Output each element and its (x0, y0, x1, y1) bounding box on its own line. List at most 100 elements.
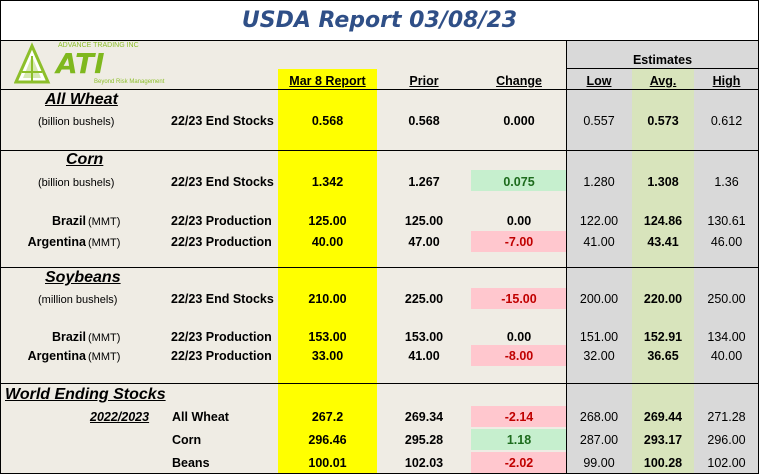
high-value: 1.36 (714, 175, 739, 189)
change-value: -2.02 (504, 456, 534, 470)
section-title-world: World Ending Stocks (5, 386, 166, 403)
change-highlight-negative (471, 406, 567, 427)
avg-value: 0.573 (647, 114, 679, 128)
report-value: 100.01 (308, 456, 347, 470)
high-value: 102.00 (707, 456, 746, 470)
change-value: -2.14 (504, 410, 534, 424)
row-label: Corn (172, 433, 202, 447)
change-value: 0.075 (503, 175, 535, 189)
prior-value: 269.34 (404, 410, 444, 424)
high-value: 130.61 (707, 214, 746, 228)
border-line (566, 41, 567, 474)
low-value: 268.00 (579, 410, 619, 424)
row-label: 22/23 End Stocks (171, 292, 274, 306)
high-value: 0.612 (710, 114, 743, 128)
avg-value: 293.17 (643, 433, 683, 447)
unit-label: (MMT) (88, 237, 121, 249)
report-value: 267.2 (311, 410, 344, 424)
change-value: 0.00 (506, 214, 532, 228)
country-label: Argentina (27, 235, 86, 249)
avg-column-fill (632, 69, 694, 474)
row-label: Beans (172, 456, 210, 470)
high-header: High (712, 74, 741, 88)
change-value: 0.00 (506, 330, 532, 344)
avg-value: 152.91 (643, 330, 683, 344)
low-value: 200.00 (579, 292, 619, 306)
unit-label: (MMT) (88, 332, 121, 344)
border-line (0, 40, 759, 41)
low-header: Low (586, 74, 612, 88)
unit-label: (billion bushels) (38, 177, 115, 189)
avg-value: 220.00 (643, 292, 683, 306)
change-highlight-negative (471, 345, 567, 366)
marketing-year-label: 2022/2023 (90, 410, 150, 424)
row-label: 22/23 Production (171, 330, 272, 344)
low-value: 151.00 (579, 330, 619, 344)
high-value: 250.00 (707, 292, 746, 306)
border-line (566, 68, 759, 69)
page-title: USDA Report 03/08/23 (241, 8, 518, 33)
border-line (0, 267, 759, 268)
change-highlight-negative (471, 288, 567, 309)
border-line (0, 89, 759, 90)
avg-value: 43.41 (647, 235, 679, 249)
row-label: 22/23 End Stocks (171, 175, 274, 189)
low-value: 41.00 (583, 235, 615, 249)
low-value: 0.557 (583, 114, 615, 128)
change-highlight-negative (471, 452, 567, 474)
high-value: 134.00 (707, 330, 746, 344)
report-value: 33.00 (311, 349, 344, 363)
prior-value: 225.00 (404, 292, 444, 306)
report-value: 153.00 (308, 330, 347, 344)
row-label: 22/23 Production (171, 214, 272, 228)
high-value: 271.28 (707, 410, 746, 424)
report-value: 210.00 (308, 292, 347, 306)
prior-value: 41.00 (408, 349, 440, 363)
row-label: 22/23 End Stocks (171, 114, 274, 128)
prior-value: 102.03 (404, 456, 444, 470)
logo-text: ATI (56, 47, 105, 80)
country-label: Argentina (27, 349, 86, 363)
title-bar (0, 0, 759, 41)
report-value: 125.00 (308, 214, 347, 228)
change-value: -8.00 (504, 349, 534, 363)
high-value: 40.00 (710, 349, 743, 363)
logo-small-top: ADVANCE TRADING INC (58, 42, 139, 49)
change-value: 0.000 (503, 114, 535, 128)
avg-value: 100.28 (643, 456, 683, 470)
change-highlight-positive (471, 429, 567, 450)
border-line (0, 0, 1, 474)
row-label: All Wheat (172, 410, 229, 424)
section-title-soybeans: Soybeans (45, 269, 121, 286)
change-value: -15.00 (501, 292, 537, 306)
low-value: 1.280 (583, 175, 615, 189)
row-label: 22/23 Production (171, 349, 272, 363)
border-line (0, 383, 759, 384)
border-line (0, 150, 759, 151)
section-title-corn: Corn (66, 151, 104, 168)
change-value: 1.18 (506, 433, 532, 447)
estimates-header: Estimates (632, 53, 693, 67)
avg-value: 36.65 (647, 349, 679, 363)
prior-header: Prior (409, 74, 439, 88)
unit-label: (MMT) (88, 351, 121, 363)
country-label: Brazil (51, 330, 86, 344)
avg-value: 269.44 (643, 410, 683, 424)
report-header: Mar 8 Report (289, 74, 366, 88)
avg-value: 124.86 (643, 214, 683, 228)
ati-logo: ADVANCE TRADING INC ATI Beyond Risk Mana… (13, 42, 164, 88)
unit-label: (billion bushels) (38, 116, 115, 128)
low-value: 287.00 (579, 433, 619, 447)
high-value: 46.00 (710, 235, 743, 249)
change-value: -7.00 (504, 235, 534, 249)
prior-value: 153.00 (404, 330, 444, 344)
avg-header: Avg. (649, 74, 677, 88)
logo-triangle-icon (13, 42, 51, 84)
high-value: 296.00 (707, 433, 746, 447)
report-value: 296.46 (308, 433, 347, 447)
section-title-wheat: All Wheat (45, 91, 118, 108)
change-highlight-negative (471, 231, 567, 252)
prior-value: 295.28 (404, 433, 444, 447)
report-value: 1.342 (311, 175, 344, 189)
row-label: 22/23 Production (171, 235, 272, 249)
